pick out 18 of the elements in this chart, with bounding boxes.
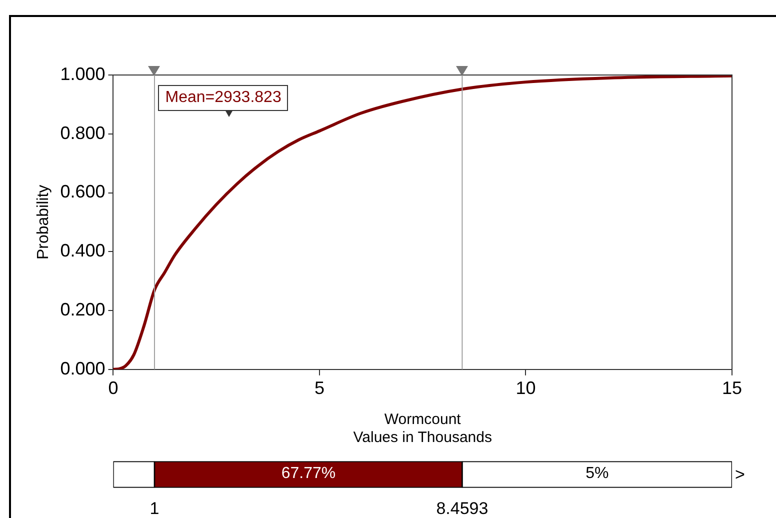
x-tick-label: 10 xyxy=(516,378,536,398)
x-tick-label: 1 xyxy=(150,498,160,518)
y-tick-label: 0.200 xyxy=(60,299,106,320)
x-tick-label: 8.4593 xyxy=(436,498,488,518)
y-tick-label: 0.000 xyxy=(60,358,106,378)
annotation: 5% xyxy=(586,464,609,482)
x-tick-label: 0 xyxy=(108,378,118,398)
x-tick-label: 5 xyxy=(314,378,325,398)
y-axis-title: Probability xyxy=(35,184,52,260)
y-tick-label: 0.400 xyxy=(60,240,106,261)
annotation: Mean=2933.823 xyxy=(158,85,288,111)
y-tick-label: 1.000 xyxy=(60,64,106,84)
text: > xyxy=(735,464,745,484)
x-axis-title: Wormcount Values in Thousands xyxy=(353,411,492,446)
y-tick-label: 0.600 xyxy=(60,182,106,202)
x-tick-label: 15 xyxy=(722,378,742,398)
y-tick-label: 0.800 xyxy=(60,122,106,143)
annotation: 67.77% xyxy=(281,464,336,482)
